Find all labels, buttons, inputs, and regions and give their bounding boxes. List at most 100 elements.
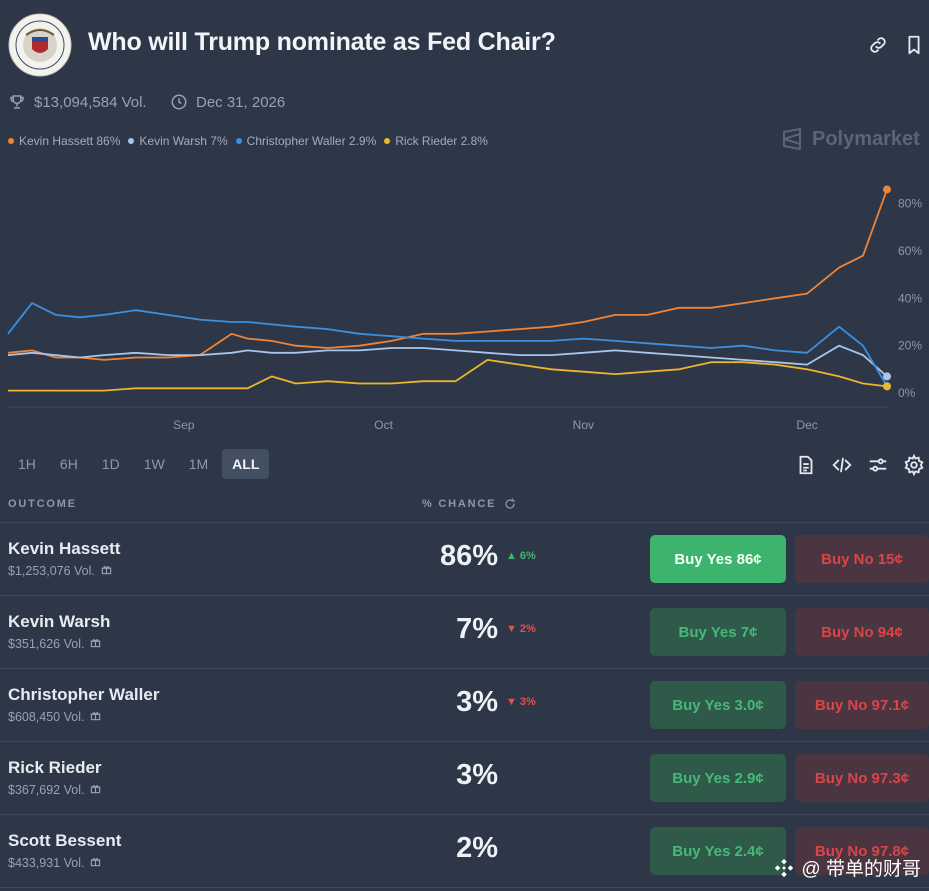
volume-text: $13,094,584 Vol.	[34, 93, 147, 111]
probability-chart[interactable]: 0% 20% 40% 60% 80% Sep Oct Nov Dec	[0, 160, 929, 440]
change-value: 6%	[519, 550, 536, 562]
time-range-selector: 1H 6H 1D 1W 1M ALL	[8, 449, 270, 479]
x-tick-label: Dec	[796, 418, 817, 432]
buy-yes-button[interactable]: Buy Yes 2.9¢	[650, 754, 786, 802]
range-1w[interactable]: 1W	[143, 456, 165, 472]
outcome-row-scott-bessent[interactable]: Scott Bessent $433,931 Vol. 2% Buy Yes 2…	[0, 814, 929, 887]
legend-label: Rick Rieder 2.8%	[395, 134, 488, 148]
legend-dot	[128, 138, 135, 144]
range-1h[interactable]: 1H	[18, 456, 36, 472]
refresh-icon[interactable]	[504, 498, 516, 510]
legend-label: Kevin Warsh 7%	[139, 134, 228, 148]
series-endpoint-kevin-hassett	[883, 185, 891, 194]
range-all[interactable]: ALL	[222, 449, 270, 479]
outcome-column-header: OUTCOME	[8, 498, 77, 510]
change-value: 2%	[519, 623, 536, 635]
gift-icon[interactable]	[101, 564, 112, 578]
settings-gear-icon[interactable]	[903, 454, 925, 476]
series-line-kevin-warsh	[7, 344, 888, 378]
fed-seal-logo	[8, 13, 72, 77]
divider	[0, 741, 929, 742]
outcome-row-kevin-warsh[interactable]: Kevin Warsh $351,626 Vol. 7% ▼ 2% Buy Yes …	[0, 595, 929, 668]
chance-change: ▲ 6%	[506, 550, 536, 562]
chance-column-header: % CHANCE	[422, 498, 516, 510]
outcome-name: Christopher Waller	[8, 685, 160, 704]
range-6h[interactable]: 6H	[59, 456, 78, 472]
series-line-kevin-hassett	[7, 189, 888, 361]
chance-value: 3%	[456, 686, 498, 718]
range-1d[interactable]: 1D	[101, 456, 120, 472]
divider	[0, 595, 929, 596]
market-volume: $13,094,584 Vol.	[8, 93, 147, 111]
volume-label: $351,626 Vol.	[8, 637, 85, 651]
triangle-down-icon: ▼	[506, 623, 517, 635]
chance-value: 3%	[456, 759, 498, 791]
series-endpoint-kevin-warsh	[883, 372, 891, 381]
document-icon[interactable]	[795, 454, 817, 476]
buy-yes-button[interactable]: Buy Yes 2.4¢	[650, 827, 786, 875]
diamond-logo-icon	[775, 858, 794, 877]
divider	[0, 668, 929, 669]
bookmark-icon[interactable]	[903, 34, 925, 56]
outcome-name: Scott Bessent	[8, 831, 122, 850]
buy-no-button[interactable]: Buy No 15¢	[795, 535, 929, 583]
outcome-volume: $433,931 Vol.	[8, 856, 101, 870]
chart-tools	[795, 454, 925, 476]
series-line-christopher-waller	[7, 302, 888, 387]
legend-item: Kevin Warsh 7%	[128, 134, 228, 148]
y-tick-label: 20%	[898, 339, 922, 353]
x-tick-label: Oct	[374, 418, 393, 432]
outcome-name: Kevin Warsh	[8, 612, 111, 631]
gift-icon[interactable]	[90, 710, 101, 724]
legend-dot	[8, 138, 14, 144]
x-tick-label: Nov	[573, 418, 594, 432]
end-date-text: Dec 31, 2026	[196, 93, 286, 111]
buy-no-button[interactable]: Buy No 97.8¢	[795, 827, 929, 875]
outcome-chance: 86% ▲ 6%	[400, 540, 540, 573]
clock-icon	[171, 94, 187, 110]
outcome-volume: $1,253,076 Vol.	[8, 564, 112, 578]
divider	[0, 522, 929, 523]
outcome-chance: 3%	[400, 759, 540, 792]
legend-item: Christopher Waller 2.9%	[235, 134, 376, 148]
buy-yes-button[interactable]: Buy Yes 86¢	[650, 535, 786, 583]
watermark-text: @ 带单的财哥	[801, 859, 921, 880]
series-endpoint-rick-rieder	[883, 382, 891, 391]
gift-icon[interactable]	[90, 637, 101, 651]
polymarket-logo-icon	[783, 128, 801, 150]
legend-item: Rick Rieder 2.8%	[384, 134, 488, 148]
link-icon[interactable]	[867, 34, 889, 56]
chance-value: 86%	[439, 540, 498, 572]
volume-label: $433,931 Vol.	[8, 856, 85, 870]
legend-label: Kevin Hassett 86%	[19, 134, 121, 148]
outcome-chance: 3% ▼ 3%	[400, 686, 540, 719]
gift-icon[interactable]	[90, 856, 101, 870]
chance-change: ▼ 2%	[506, 623, 536, 635]
y-tick-label: 0%	[898, 386, 916, 400]
buy-no-button[interactable]: Buy No 94¢	[795, 608, 929, 656]
buy-no-button[interactable]: Buy No 97.1¢	[795, 681, 929, 729]
outcome-name: Rick Rieder	[8, 758, 102, 777]
outcome-volume: $351,626 Vol.	[8, 637, 101, 651]
sliders-icon[interactable]	[867, 454, 889, 476]
y-tick-label: 80%	[898, 197, 922, 211]
outcome-row-christopher-waller[interactable]: Christopher Waller $608,450 Vol. 3% ▼ 3% B…	[0, 668, 929, 741]
legend-dot	[235, 138, 242, 144]
outcome-row-rick-rieder[interactable]: Rick Rieder $367,692 Vol. 3% Buy Yes 2.9…	[0, 741, 929, 814]
chart-legend: Kevin Hassett 86% Kevin Warsh 7% Christo…	[8, 134, 488, 148]
buy-yes-button[interactable]: Buy Yes 3.0¢	[650, 681, 786, 729]
brand-name: Polymarket	[812, 127, 920, 150]
triangle-up-icon: ▲	[506, 550, 517, 562]
outcome-row-kevin-hassett[interactable]: Kevin Hassett $1,253,076 Vol. 86% ▲ 6% Buy…	[0, 522, 929, 595]
legend-item: Kevin Hassett 86%	[8, 134, 120, 148]
volume-label: $608,450 Vol.	[8, 710, 85, 724]
chance-value: 7%	[456, 613, 498, 645]
buy-no-button[interactable]: Buy No 97.3¢	[795, 754, 929, 802]
y-tick-label: 40%	[898, 291, 922, 305]
series-line-rick-rieder	[8, 358, 888, 392]
source-watermark: @ 带单的财哥	[773, 854, 921, 881]
gift-icon[interactable]	[90, 783, 101, 797]
embed-code-icon[interactable]	[831, 454, 853, 476]
buy-yes-button[interactable]: Buy Yes 7¢	[650, 608, 786, 656]
range-1m[interactable]: 1M	[188, 456, 209, 472]
